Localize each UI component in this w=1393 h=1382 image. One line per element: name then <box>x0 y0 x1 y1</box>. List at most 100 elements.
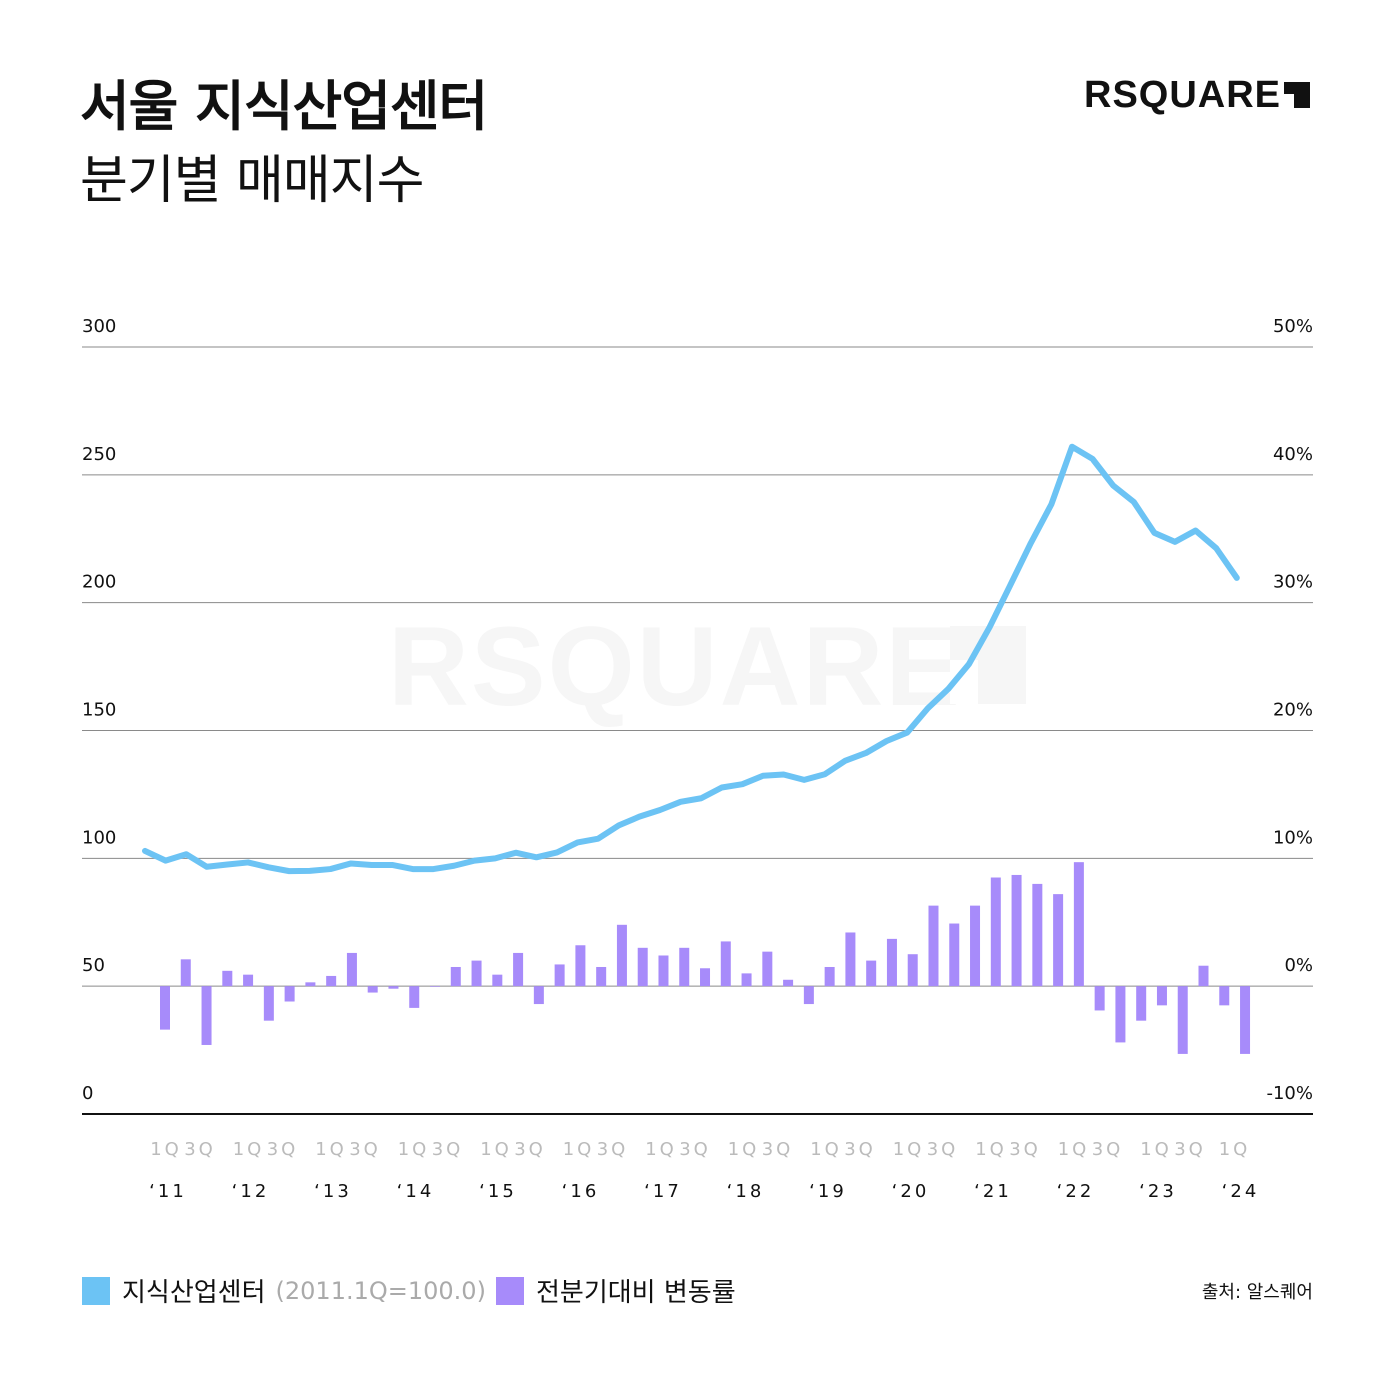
x-quarter-tick-label: 3Q <box>432 1139 464 1160</box>
bar <box>1219 986 1230 1006</box>
x-quarter-tick-label: 3Q <box>597 1139 629 1160</box>
bar <box>533 986 544 1005</box>
right-axis-tick-label: 30% <box>1273 572 1313 593</box>
legend-swatch-blue <box>82 1276 110 1305</box>
x-quarter-tick-label: 1Q <box>645 1139 677 1160</box>
bar <box>160 986 170 1030</box>
bar <box>326 975 337 987</box>
x-quarter-tick-label: 1Q <box>480 1139 512 1160</box>
bar <box>471 960 482 987</box>
bar-series <box>160 862 1251 1054</box>
bar <box>762 951 773 987</box>
x-quarter-tick-label: 3Q <box>267 1139 299 1160</box>
bar <box>886 938 897 987</box>
x-year-tick-label: ‘21 <box>974 1181 1012 1202</box>
x-quarter-tick-label: 1Q <box>315 1139 347 1160</box>
x-year-tick-label: ‘13 <box>314 1181 352 1202</box>
x-year-tick-label: ‘15 <box>479 1181 517 1202</box>
x-quarter-tick-label: 1Q <box>810 1139 842 1160</box>
bar <box>720 941 731 987</box>
legend-swatch-purple <box>496 1276 524 1305</box>
bar <box>409 986 420 1008</box>
bar <box>1240 986 1251 1054</box>
x-year-tick-label: ‘12 <box>232 1181 270 1202</box>
bar <box>990 877 1001 987</box>
legend-item-change: 전분기대비 변동률 <box>496 1272 736 1309</box>
bar <box>180 959 191 987</box>
x-quarter-tick-label: 1Q <box>563 1139 595 1160</box>
bar <box>346 952 357 987</box>
bar <box>554 964 565 987</box>
x-quarter-tick-label: 3Q <box>1009 1139 1041 1160</box>
right-axis-tick-label: 10% <box>1273 827 1313 848</box>
x-quarter-tick-label: 3Q <box>1092 1139 1124 1160</box>
legend-item-index: 지식산업센터 (2011.1Q=100.0) <box>82 1272 486 1309</box>
bar <box>679 947 690 987</box>
x-quarter-tick-label: 1Q <box>893 1139 925 1160</box>
x-year-tick-label: ‘20 <box>892 1181 930 1202</box>
left-axis-tick-label: 300 <box>82 316 116 337</box>
bar <box>1198 965 1209 987</box>
bar <box>803 986 814 1005</box>
bar <box>1073 862 1084 987</box>
bar <box>596 966 607 987</box>
bar <box>575 945 586 987</box>
left-axis-tick-label: 200 <box>82 572 116 593</box>
bar <box>1115 986 1126 1043</box>
x-quarter-tick-label: 1Q <box>975 1139 1007 1160</box>
left-axis-tick-label: 250 <box>82 444 116 465</box>
bar <box>284 986 295 1002</box>
bar <box>616 924 627 987</box>
x-quarter-tick-label: 1Q <box>233 1139 265 1160</box>
bar <box>1156 986 1167 1006</box>
gridlines: 300 50% 250 40% 200 30% 150 20% 100 10% 50 0% 0 -10% <box>82 316 1313 1115</box>
chart-subtitle: 분기별 매매지수 <box>80 151 424 211</box>
bar <box>367 986 378 993</box>
bar <box>949 923 960 987</box>
x-quarter-tick-label: 3Q <box>844 1139 876 1160</box>
right-axis-tick-label: 40% <box>1273 444 1313 465</box>
x-year-tick-label: ‘19 <box>809 1181 847 1202</box>
right-axis-tick-label: 0% <box>1284 955 1313 976</box>
watermark: RSQUARE <box>388 604 1026 729</box>
bar <box>637 947 648 987</box>
x-quarter-tick-label: 1Q <box>1140 1139 1172 1160</box>
bar <box>866 960 877 987</box>
x-quarter-tick-label: 3Q <box>184 1139 216 1160</box>
bar <box>1032 883 1043 987</box>
x-year-tick-label: ‘11 <box>149 1181 187 1202</box>
x-year-tick-label: ‘23 <box>1139 1181 1177 1202</box>
x-quarter-tick-label: 1Q <box>150 1139 182 1160</box>
legend-label: 전분기대비 변동률 <box>536 1278 736 1308</box>
bar <box>658 955 669 987</box>
left-axis-tick-label: 150 <box>82 700 116 721</box>
x-year-tick-label: ‘17 <box>644 1181 682 1202</box>
x-year-tick-label: ‘22 <box>1057 1181 1095 1202</box>
x-quarter-tick-label: 1Q <box>1219 1139 1251 1160</box>
x-year-tick-label: ‘24 <box>1222 1181 1260 1202</box>
chart-title: 서울 지식산업센터 <box>80 75 488 138</box>
bar <box>741 973 752 987</box>
logo-text: RSQUARE <box>1084 74 1282 116</box>
bar <box>845 932 856 987</box>
x-quarter-tick-label: 1Q <box>398 1139 430 1160</box>
bar <box>492 974 503 987</box>
bar <box>450 966 461 987</box>
x-quarter-tick-label: 1Q <box>1058 1139 1090 1160</box>
x-quarter-tick-label: 3Q <box>514 1139 546 1160</box>
x-quarter-tick-label: 3Q <box>762 1139 794 1160</box>
rsquare-logo: RSQUARE <box>1084 74 1311 116</box>
right-axis-tick-label: 50% <box>1273 316 1313 337</box>
line-series-index <box>142 443 1240 875</box>
bar <box>970 905 981 987</box>
source-note: 출처: 알스퀘어 <box>1201 1282 1313 1303</box>
bar <box>263 986 274 1021</box>
x-quarter-tick-label: 3Q <box>349 1139 381 1160</box>
legend-note: (2011.1Q=100.0) <box>275 1276 486 1305</box>
bar <box>783 979 794 987</box>
bar <box>388 986 399 989</box>
bar <box>1053 894 1064 987</box>
logo-mark-icon <box>1284 82 1311 108</box>
